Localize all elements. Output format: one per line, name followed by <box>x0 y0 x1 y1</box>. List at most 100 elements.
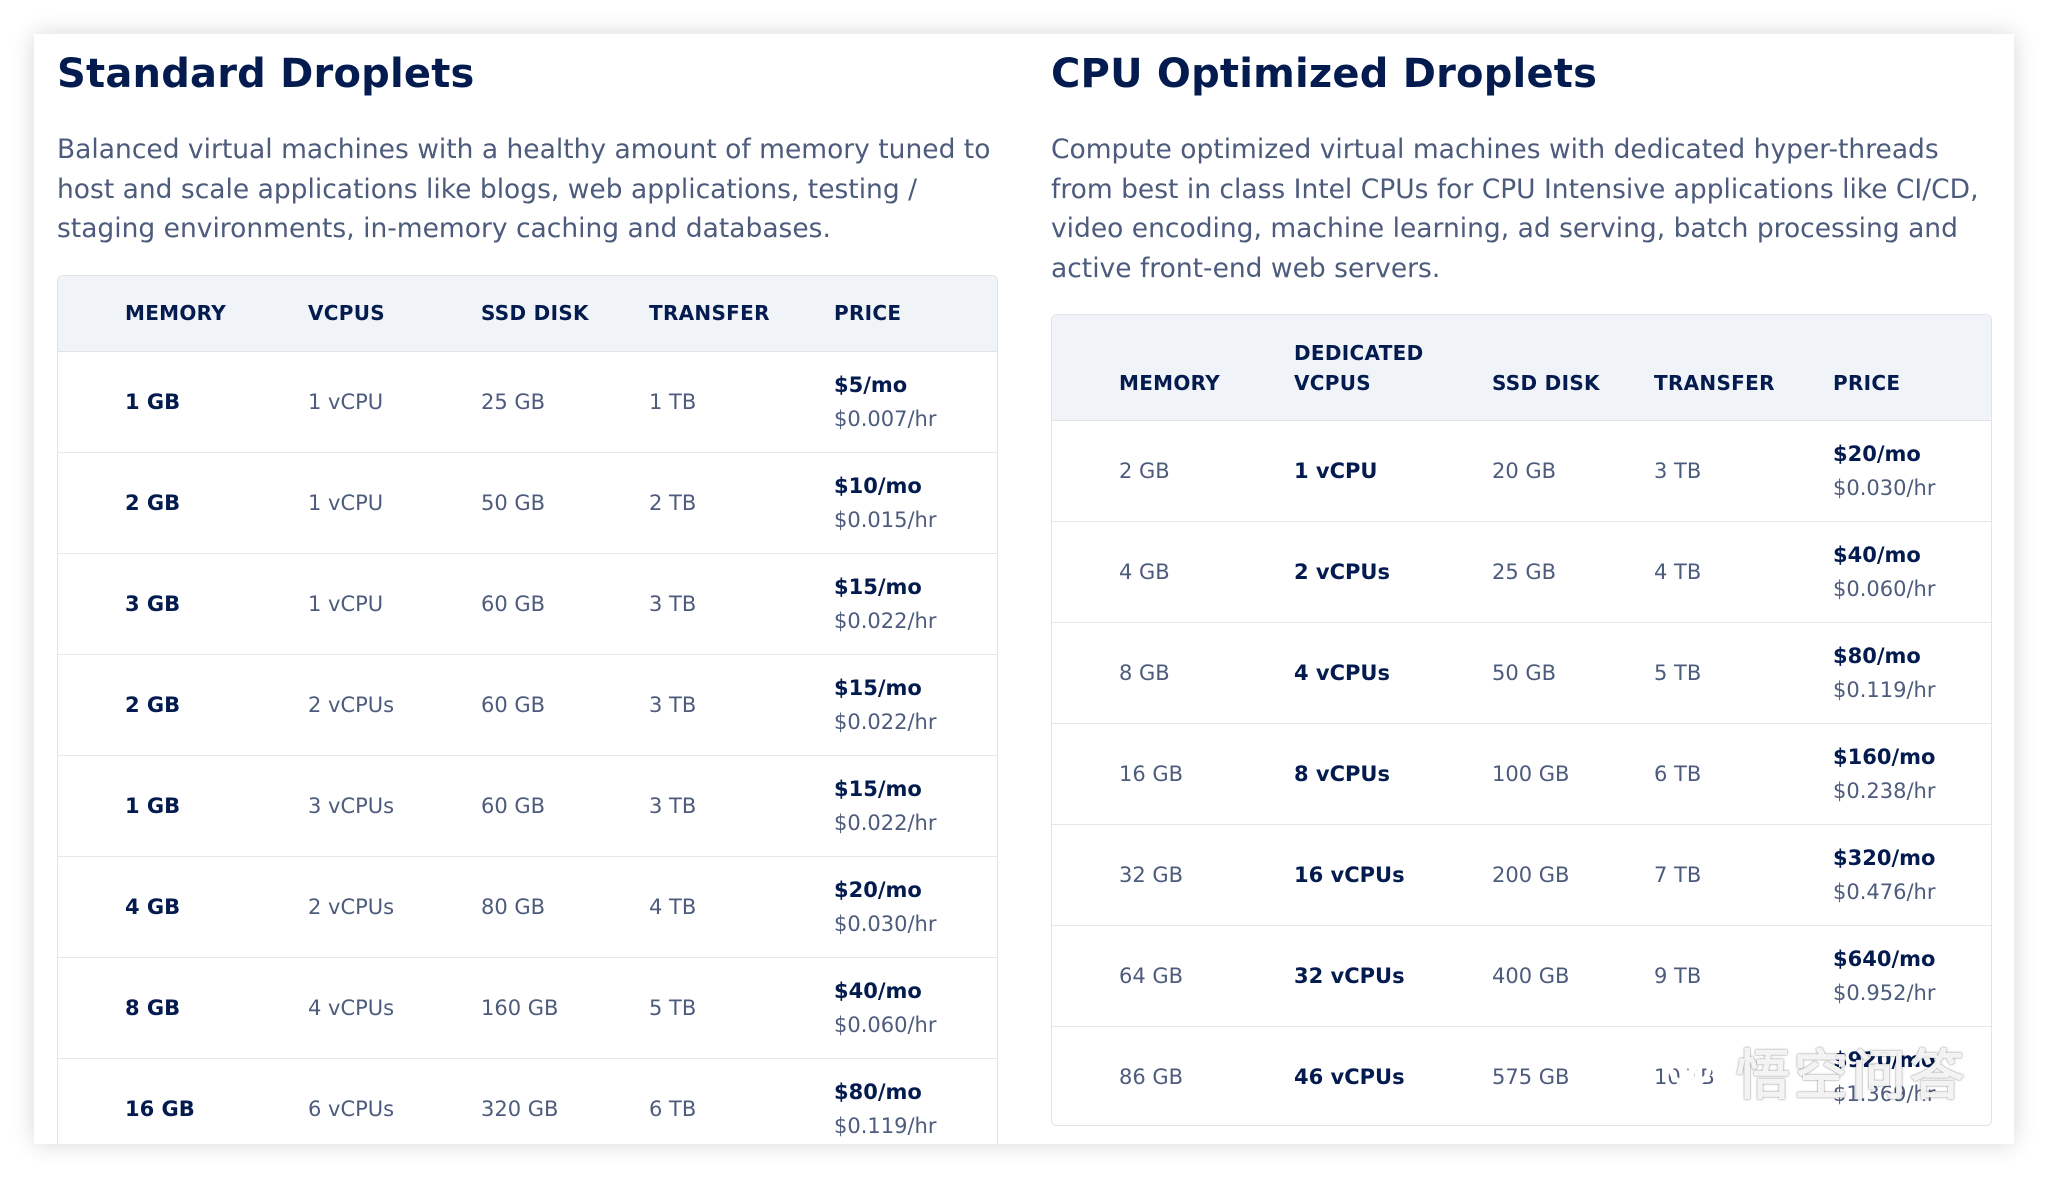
header-price: PRICE <box>1833 371 1901 395</box>
monthly-price: $15/mo <box>834 575 922 599</box>
memory-cell: 4 GB <box>125 895 181 919</box>
vcpus-cell: 2 vCPUs <box>308 895 395 919</box>
cpu-optimized-pricing-table: MEMORY DEDICATED VCPUS SSD DISK TRANSFER… <box>1051 314 1992 1126</box>
vcpus-cell: 4 vCPUs <box>1294 661 1390 685</box>
ssd-disk-cell: 20 GB <box>1492 459 1557 483</box>
hourly-price: $0.476/hr <box>1833 880 1936 904</box>
header-dedicated-line: DEDICATED <box>1294 341 1424 365</box>
monthly-price: $5/mo <box>834 373 908 397</box>
hourly-price: $0.238/hr <box>1833 779 1936 803</box>
price-cell: $320/mo $0.476/hr <box>1833 841 1936 909</box>
table-row: 2 GB 2 vCPUs 60 GB 3 TB $15/mo $0.022/hr <box>58 655 997 756</box>
ssd-disk-cell: 25 GB <box>1492 560 1557 584</box>
hourly-price: $0.007/hr <box>834 407 937 431</box>
vcpus-cell: 3 vCPUs <box>308 794 395 818</box>
price-cell: $20/mo $0.030/hr <box>1833 437 1936 505</box>
ssd-disk-cell: 50 GB <box>1492 661 1557 685</box>
price-cell: $20/mo $0.030/hr <box>834 873 937 941</box>
transfer-cell: 4 TB <box>649 895 697 919</box>
price-cell: $160/mo $0.238/hr <box>1833 740 1936 808</box>
table-row: 3 GB 1 vCPU 60 GB 3 TB $15/mo $0.022/hr <box>58 554 997 655</box>
table-row: 2 GB 1 vCPU 50 GB 2 TB $10/mo $0.015/hr <box>58 453 997 554</box>
memory-cell: 2 GB <box>125 491 181 515</box>
hourly-price: $0.030/hr <box>1833 476 1936 500</box>
transfer-cell: 6 TB <box>649 1097 697 1121</box>
table-row: 16 GB 8 vCPUs 100 GB 6 TB $160/mo $0.238/hr <box>1052 724 1991 825</box>
memory-cell: 86 GB <box>1119 1065 1184 1089</box>
ssd-disk-cell: 60 GB <box>481 693 546 717</box>
table-row: 1 GB 1 vCPU 25 GB 1 TB $5/mo $0.007/hr <box>58 352 997 453</box>
table-row: 32 GB 16 vCPUs 200 GB 7 TB $320/mo $0.476/hr <box>1052 825 1991 926</box>
ssd-disk-cell: 160 GB <box>481 996 559 1020</box>
memory-cell: 16 GB <box>125 1097 195 1121</box>
hourly-price: $1.369/hr <box>1833 1082 1936 1106</box>
transfer-cell: 3 TB <box>1654 459 1702 483</box>
price-cell: $920/mo $1.369/hr <box>1833 1043 1936 1111</box>
monthly-price: $920/mo <box>1833 1048 1936 1072</box>
ssd-disk-cell: 400 GB <box>1492 964 1570 988</box>
monthly-price: $20/mo <box>834 878 922 902</box>
monthly-price: $10/mo <box>834 474 922 498</box>
header-transfer: TRANSFER <box>1654 371 1775 395</box>
price-cell: $40/mo $0.060/hr <box>834 974 937 1042</box>
memory-cell: 1 GB <box>125 794 181 818</box>
price-cell: $40/mo $0.060/hr <box>1833 538 1936 606</box>
table-row: 4 GB 2 vCPUs 80 GB 4 TB $20/mo $0.030/hr <box>58 857 997 958</box>
memory-cell: 8 GB <box>125 996 181 1020</box>
transfer-cell: 4 TB <box>1654 560 1702 584</box>
transfer-cell: 9 TB <box>1654 964 1702 988</box>
hourly-price: $0.030/hr <box>834 912 937 936</box>
standard-title: Standard Droplets <box>57 51 475 97</box>
standard-description: Balanced virtual machines with a healthy… <box>57 134 991 244</box>
monthly-price: $20/mo <box>1833 442 1921 466</box>
price-cell: $80/mo $0.119/hr <box>1833 639 1936 707</box>
watermark: 悟空问答 <box>1668 1031 1968 1110</box>
memory-cell: 3 GB <box>125 592 181 616</box>
table-row: 8 GB 4 vCPUs 50 GB 5 TB $80/mo $0.119/hr <box>1052 623 1991 724</box>
vcpus-cell: 2 vCPUs <box>308 693 395 717</box>
table-header: MEMORY VCPUS SSD DISK TRANSFER PRICE <box>58 276 997 352</box>
hourly-price: $0.119/hr <box>834 1114 937 1138</box>
table-row: 4 GB 2 vCPUs 25 GB 4 TB $40/mo $0.060/hr <box>1052 522 1991 623</box>
header-memory: MEMORY <box>1119 371 1221 395</box>
cpu-optimized-description: Compute optimized virtual machines with … <box>1051 134 1979 284</box>
table-row: 16 GB 6 vCPUs 320 GB 6 TB $80/mo $0.119/hr <box>58 1059 997 1144</box>
standard-pricing-table: MEMORY VCPUS SSD DISK TRANSFER PRICE 1 G… <box>57 275 998 1144</box>
vcpus-cell: 1 vCPU <box>308 390 384 414</box>
header-dedicated-vcpus: DEDICATED VCPUS <box>1294 338 1424 398</box>
monthly-price: $640/mo <box>1833 947 1936 971</box>
table-body: 2 GB 1 vCPU 20 GB 3 TB $20/mo $0.030/hr 4 GB 2 … <box>1052 421 1991 1125</box>
vcpus-cell: 8 vCPUs <box>1294 762 1390 786</box>
table-body: 1 GB 1 vCPU 25 GB 1 TB $5/mo $0.007/hr 2 GB 1 v… <box>58 352 997 1144</box>
header-vcpus-line: VCPUS <box>1294 371 1371 395</box>
vcpus-cell: 1 vCPU <box>1294 459 1378 483</box>
hourly-price: $0.060/hr <box>1833 577 1936 601</box>
ssd-disk-cell: 80 GB <box>481 895 546 919</box>
cpu-optimized-title: CPU Optimized Droplets <box>1051 51 1598 97</box>
ssd-disk-cell: 60 GB <box>481 794 546 818</box>
price-cell: $5/mo $0.007/hr <box>834 368 937 436</box>
monthly-price: $80/mo <box>834 1080 922 1104</box>
watermark-text: 悟空问答 <box>1736 1044 1968 1107</box>
price-cell: $80/mo $0.119/hr <box>834 1075 937 1143</box>
transfer-cell: 1 TB <box>649 390 697 414</box>
header-ssd-disk: SSD DISK <box>1492 371 1600 395</box>
monthly-price: $80/mo <box>1833 644 1921 668</box>
vcpus-cell: 32 vCPUs <box>1294 964 1405 988</box>
transfer-cell: 2 TB <box>649 491 697 515</box>
chat-bubbles-icon <box>1668 1051 1727 1089</box>
hourly-price: $0.022/hr <box>834 609 937 633</box>
ssd-disk-cell: 25 GB <box>481 390 546 414</box>
vcpus-cell: 2 vCPUs <box>1294 560 1390 584</box>
table-row: 64 GB 32 vCPUs 400 GB 9 TB $640/mo $0.952/hr <box>1052 926 1991 1027</box>
table-header: MEMORY DEDICATED VCPUS SSD DISK TRANSFER… <box>1052 315 1991 421</box>
transfer-cell: 5 TB <box>649 996 697 1020</box>
memory-cell: 2 GB <box>125 693 181 717</box>
vcpus-cell: 6 vCPUs <box>308 1097 395 1121</box>
transfer-cell: 3 TB <box>649 693 697 717</box>
price-cell: $15/mo $0.022/hr <box>834 772 937 840</box>
header-ssd-disk: SSD DISK <box>481 301 589 325</box>
header-transfer: TRANSFER <box>649 301 770 325</box>
vcpus-cell: 1 vCPU <box>308 592 384 616</box>
ssd-disk-cell: 200 GB <box>1492 863 1570 887</box>
